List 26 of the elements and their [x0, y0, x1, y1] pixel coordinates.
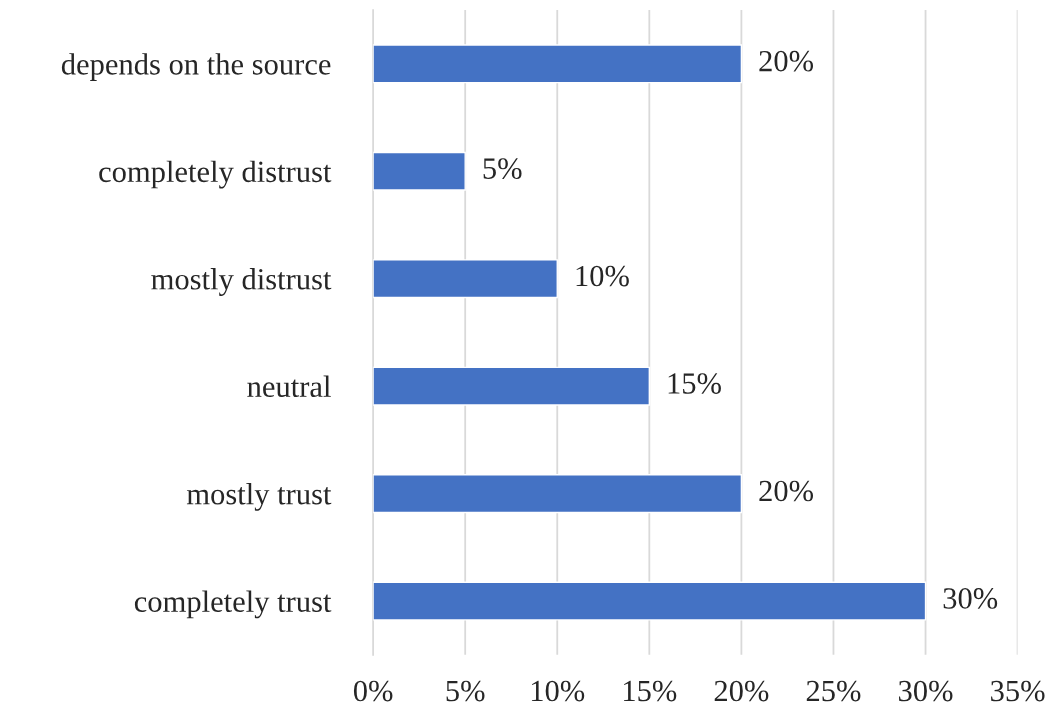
bar [373, 581, 927, 621]
data-label: 15% [668, 373, 721, 394]
data-label: 20% [759, 50, 814, 72]
y-tick-label: mostly distrust [151, 268, 332, 296]
x-tick-label: 15% [624, 680, 677, 702]
data-label: 5% [483, 158, 522, 179]
x-tick-label: 35% [991, 680, 1045, 702]
y-tick-label: completely distrust [99, 160, 332, 189]
x-tick-label: 25% [806, 680, 861, 702]
bar [373, 474, 743, 514]
bar [373, 366, 651, 406]
x-tick-label: 20% [714, 680, 769, 702]
y-tick-label: completely trust [134, 590, 332, 619]
x-tick-label: 5% [446, 680, 485, 702]
y-tick-label: mostly trust [186, 483, 332, 511]
data-label: 10% [576, 265, 629, 287]
bar [373, 151, 466, 191]
x-tick-label: 30% [898, 680, 953, 702]
bar [373, 44, 743, 84]
data-label: 20% [759, 480, 814, 502]
bar [373, 259, 558, 299]
y-tick-label: depends on the source [61, 53, 331, 81]
data-label: 30% [943, 588, 998, 609]
y-tick-label: neutral [247, 375, 331, 398]
x-tick-label: 10% [531, 680, 585, 702]
x-tick-label: 0% [353, 680, 393, 702]
